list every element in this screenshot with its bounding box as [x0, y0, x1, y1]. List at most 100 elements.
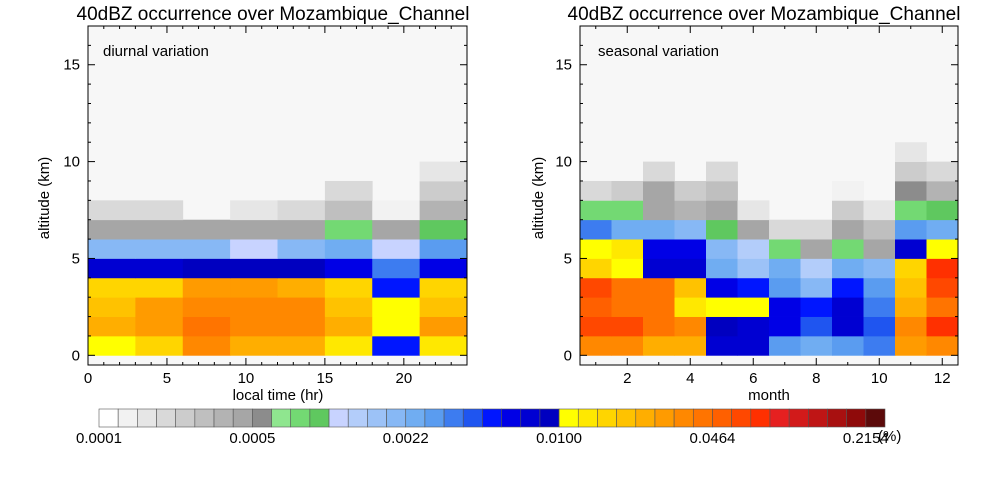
seasonal-cell [674, 277, 707, 298]
diurnal-cell [419, 316, 468, 337]
diurnal-cell [277, 277, 326, 298]
colorbar-tick-label: 0.2154 [843, 430, 889, 447]
colorbar-swatch [386, 408, 407, 428]
diurnal-cell [230, 239, 278, 259]
seasonal-cell [674, 258, 707, 279]
seasonal-cell [674, 219, 707, 240]
diurnal-cell [324, 219, 373, 240]
diurnal-cell [419, 297, 468, 317]
seasonal-cell [926, 180, 959, 201]
seasonal-xtick-label: 2 [623, 370, 631, 387]
diurnal-cell [372, 219, 421, 240]
seasonal-cell [580, 219, 612, 240]
seasonal-cell [769, 239, 801, 259]
seasonal-cell [832, 258, 864, 279]
colorbar-swatch [482, 408, 502, 428]
diurnal-cell [419, 180, 468, 201]
seasonal-cell [611, 258, 644, 279]
seasonal-cell [737, 219, 770, 240]
seasonal-xtick-label: 4 [686, 370, 694, 387]
diurnal-cell [324, 297, 373, 317]
diurnal-cell [135, 316, 184, 337]
seasonal-xlabel: month [748, 387, 790, 404]
seasonal-cell [895, 161, 927, 182]
diurnal-cell [182, 335, 231, 356]
seasonal-xtick-label: 6 [749, 370, 757, 387]
colorbar-swatch [577, 408, 598, 428]
seasonal-xtick-label: 12 [934, 370, 951, 387]
diurnal-cell [230, 219, 278, 240]
colorbar-swatch [175, 408, 196, 428]
seasonal-cell [706, 219, 738, 240]
colorbar-swatch [501, 408, 522, 428]
diurnal-cell [372, 297, 421, 317]
diurnal-cell [135, 297, 184, 317]
seasonal-cell [643, 316, 675, 337]
colorbar-swatch [424, 408, 445, 428]
seasonal-ytick-label: 10 [555, 154, 572, 171]
seasonal-cell [832, 297, 864, 317]
diurnal-cell [419, 258, 468, 279]
diurnal-cell [230, 200, 278, 221]
seasonal-cell [863, 258, 896, 279]
seasonal-cell [895, 239, 927, 259]
seasonal-cell [832, 200, 864, 221]
seasonal-cell [737, 239, 770, 259]
seasonal-cell [643, 239, 675, 259]
seasonal-cell [706, 161, 738, 182]
diurnal-cell [88, 219, 136, 240]
colorbar-swatch [137, 408, 157, 428]
seasonal-cell [674, 239, 707, 259]
seasonal-cell [706, 335, 738, 356]
seasonal-cell [832, 239, 864, 259]
colorbar-swatch [539, 408, 560, 428]
colorbar-swatch [405, 408, 426, 428]
seasonal-cell [863, 277, 896, 298]
seasonal-cell [895, 180, 927, 201]
colorbar-swatch [328, 408, 349, 428]
diurnal-xtick-label: 20 [395, 370, 412, 387]
seasonal-cell [800, 335, 833, 356]
colorbar-swatch [98, 408, 119, 428]
diurnal-cell [324, 277, 373, 298]
seasonal-cell [769, 297, 801, 317]
diurnal-cell [419, 277, 468, 298]
seasonal-cell [643, 335, 675, 356]
seasonal-cell [580, 180, 612, 201]
diurnal-cell [419, 335, 468, 356]
colorbar-swatch [194, 408, 215, 428]
seasonal-cell [926, 239, 959, 259]
diurnal-cell [230, 258, 278, 279]
colorbar-swatch [827, 408, 847, 428]
colorbar-tick-label: 0.0022 [383, 430, 429, 447]
diurnal-cell [372, 239, 421, 259]
seasonal-cell [926, 316, 959, 337]
seasonal-cell [800, 239, 833, 259]
diurnal-ytick-label: 0 [72, 347, 80, 364]
seasonal-cell [611, 180, 644, 201]
diurnal-ytick-label: 10 [63, 154, 80, 171]
seasonal-ytick-label: 0 [564, 347, 572, 364]
seasonal-cell [706, 316, 738, 337]
diurnal-cell [88, 277, 136, 298]
colorbar-swatch [117, 408, 138, 428]
seasonal-cell [800, 277, 833, 298]
seasonal-cell [863, 335, 896, 356]
seasonal-cell [706, 297, 738, 317]
seasonal-cell [895, 277, 927, 298]
diurnal-ylabel: altitude (km) [36, 157, 53, 240]
diurnal-cell [277, 316, 326, 337]
colorbar-swatch [788, 408, 809, 428]
diurnal-cell [230, 297, 278, 317]
colorbar-tick-label: 0.0100 [536, 430, 582, 447]
diurnal-cell [372, 316, 421, 337]
colorbar-swatch [769, 408, 790, 428]
seasonal-cell [580, 277, 612, 298]
diurnal-cell [182, 277, 231, 298]
diurnal-cell [277, 335, 326, 356]
seasonal-cell [800, 297, 833, 317]
seasonal-cell [832, 316, 864, 337]
diurnal-cell [230, 335, 278, 356]
diurnal-cell [135, 277, 184, 298]
seasonal-cell [832, 180, 864, 201]
